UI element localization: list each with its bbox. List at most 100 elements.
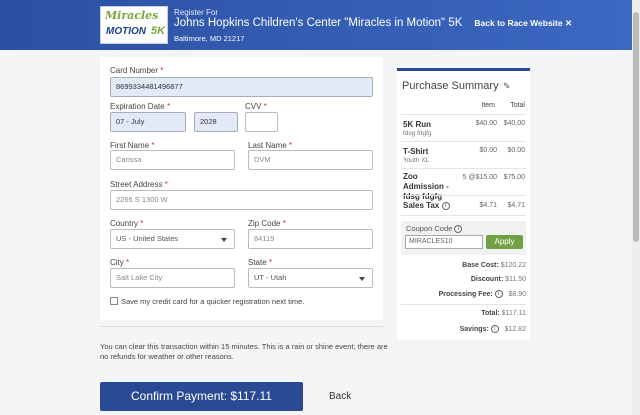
cvv-label: CVV: [245, 102, 262, 111]
chevron-down-icon: [359, 277, 365, 284]
processing-fee-label: Processing Fee:: [438, 290, 493, 298]
info-icon[interactable]: i: [454, 225, 463, 234]
discount-label: Discount:: [470, 276, 504, 283]
tax-item: $4.71: [479, 202, 497, 209]
item-price: $0.00: [479, 147, 497, 154]
edit-icon[interactable]: ✎: [503, 81, 511, 91]
coupon-label: Coupon Code: [406, 224, 453, 233]
savings-value: $12.82: [504, 325, 526, 333]
item-sub: fdsg fdgfg: [403, 130, 432, 137]
col-total: Total: [510, 102, 525, 109]
item-price: $15.00: [475, 174, 497, 181]
register-for-label: Register For: [174, 8, 219, 17]
save-card-checkbox[interactable]: [110, 297, 118, 305]
divider: [100, 326, 383, 327]
divider: [401, 168, 526, 169]
payment-form: Card Number * 8699334481496877 Expiratio…: [100, 57, 383, 320]
race-title: Johns Hopkins Children's Center "Miracle…: [174, 17, 463, 29]
required-mark: *: [263, 102, 267, 111]
required-mark: *: [160, 66, 164, 75]
coupon-input[interactable]: MIRACLES10: [405, 235, 483, 249]
col-item: Item: [481, 102, 495, 109]
apply-coupon-button[interactable]: Apply: [486, 235, 523, 249]
state-value: UT - Utah: [254, 273, 287, 282]
state-label: State: [248, 258, 267, 267]
card-number-input[interactable]: 8699334481496877: [110, 77, 373, 97]
tax-label: Sales Tax: [403, 201, 440, 210]
street-label: Street Address: [110, 180, 163, 189]
confirm-payment-button[interactable]: Confirm Payment: $117.11: [100, 382, 303, 411]
divider: [401, 195, 526, 196]
item-name: T-Shirt: [403, 147, 429, 156]
item-name: 5K Run: [403, 120, 431, 129]
total-label: Total:: [481, 310, 500, 317]
line-item: T-Shirt Youth XL: [403, 147, 459, 165]
expiration-year-select[interactable]: 2028: [194, 112, 238, 132]
header: Miracles MOTION 5K Register For Johns Hopk…: [0, 0, 632, 50]
city-label: City: [110, 258, 124, 267]
item-sub: Youth XL: [403, 157, 430, 164]
expiration-label: Expiration Date: [110, 102, 165, 111]
country-label: Country: [110, 219, 139, 228]
item-total: $40.00: [503, 120, 525, 127]
item-name: Zoo Admission - fdsg fdgfg: [403, 172, 449, 201]
line-item: 5K Run fdsg fdgfg: [403, 120, 459, 138]
required-mark: *: [164, 180, 168, 189]
item-qty: 5 @: [462, 174, 476, 181]
scrollbar[interactable]: [632, 0, 640, 415]
country-select[interactable]: US - United States: [110, 229, 235, 249]
info-icon[interactable]: i: [441, 201, 450, 210]
zip-input[interactable]: 84119: [248, 229, 373, 249]
required-mark: *: [166, 102, 171, 111]
info-icon[interactable]: i: [490, 325, 499, 333]
race-logo: Miracles MOTION 5K: [100, 6, 168, 44]
first-name-label: First Name: [110, 141, 150, 150]
city-input[interactable]: Salt Lake City: [110, 268, 235, 288]
purchase-summary: Purchase Summary ✎ Item Total 5K Run fdsg…: [397, 68, 530, 340]
required-mark: *: [282, 219, 286, 228]
divider: [401, 141, 526, 142]
required-mark: *: [126, 258, 130, 267]
scrollbar-thumb[interactable]: [633, 12, 639, 242]
info-icon[interactable]: i: [494, 290, 503, 298]
item-total: $75.00: [503, 174, 525, 181]
required-mark: *: [268, 258, 273, 267]
coupon-section: Coupon Code i MIRACLES10 Apply: [401, 221, 526, 255]
first-name-input[interactable]: Carissa: [110, 150, 235, 170]
zip-label: Zip Code: [248, 219, 281, 228]
summary-title: Purchase Summary: [402, 80, 499, 92]
required-mark: *: [140, 219, 144, 228]
back-button[interactable]: Back: [329, 391, 352, 402]
item-total: $0.00: [507, 147, 525, 154]
month-value: 07 - July: [116, 117, 145, 126]
last-name-input[interactable]: DVM: [248, 150, 373, 170]
discount-value: $11.50: [505, 276, 526, 283]
back-to-race-website-link[interactable]: Back to Race Website ✕: [474, 17, 573, 28]
card-number-label: Card Number: [110, 66, 159, 75]
required-mark: *: [288, 141, 293, 150]
line-item: Zoo Admission - fdsg fdgfg: [403, 172, 459, 202]
state-select[interactable]: UT - Utah: [248, 268, 373, 288]
year-value: 2028: [200, 117, 217, 126]
header-title-row: Johns Hopkins Children's Center "Miracle…: [174, 17, 629, 29]
country-value: US - United States: [116, 234, 179, 243]
refund-note: You can clear this transaction within 15…: [100, 342, 388, 361]
item-price: $40.00: [475, 120, 497, 127]
savings-label: Savings:: [459, 325, 489, 333]
chevron-down-icon: [221, 238, 227, 245]
save-card-label[interactable]: Save my credit card for a quicker regist…: [121, 297, 305, 306]
street-input[interactable]: 2265 S 1300 W: [110, 190, 373, 210]
total-value: $117.11: [501, 310, 526, 317]
sales-tax-row: Sales Tax i: [403, 201, 461, 211]
required-mark: *: [151, 141, 155, 150]
base-cost-label: Base Cost:: [462, 262, 499, 269]
expiration-month-select[interactable]: 07 - July: [110, 112, 186, 132]
race-location: Baltimore, MD 21217: [174, 34, 245, 43]
last-name-label: Last Name: [248, 141, 287, 150]
tax-total: $4.71: [507, 202, 525, 209]
divider: [401, 215, 526, 216]
divider: [401, 304, 526, 305]
base-cost-value: $120.22: [500, 262, 526, 269]
processing-fee-value: $8.90: [508, 290, 526, 298]
cvv-input[interactable]: [245, 112, 278, 132]
